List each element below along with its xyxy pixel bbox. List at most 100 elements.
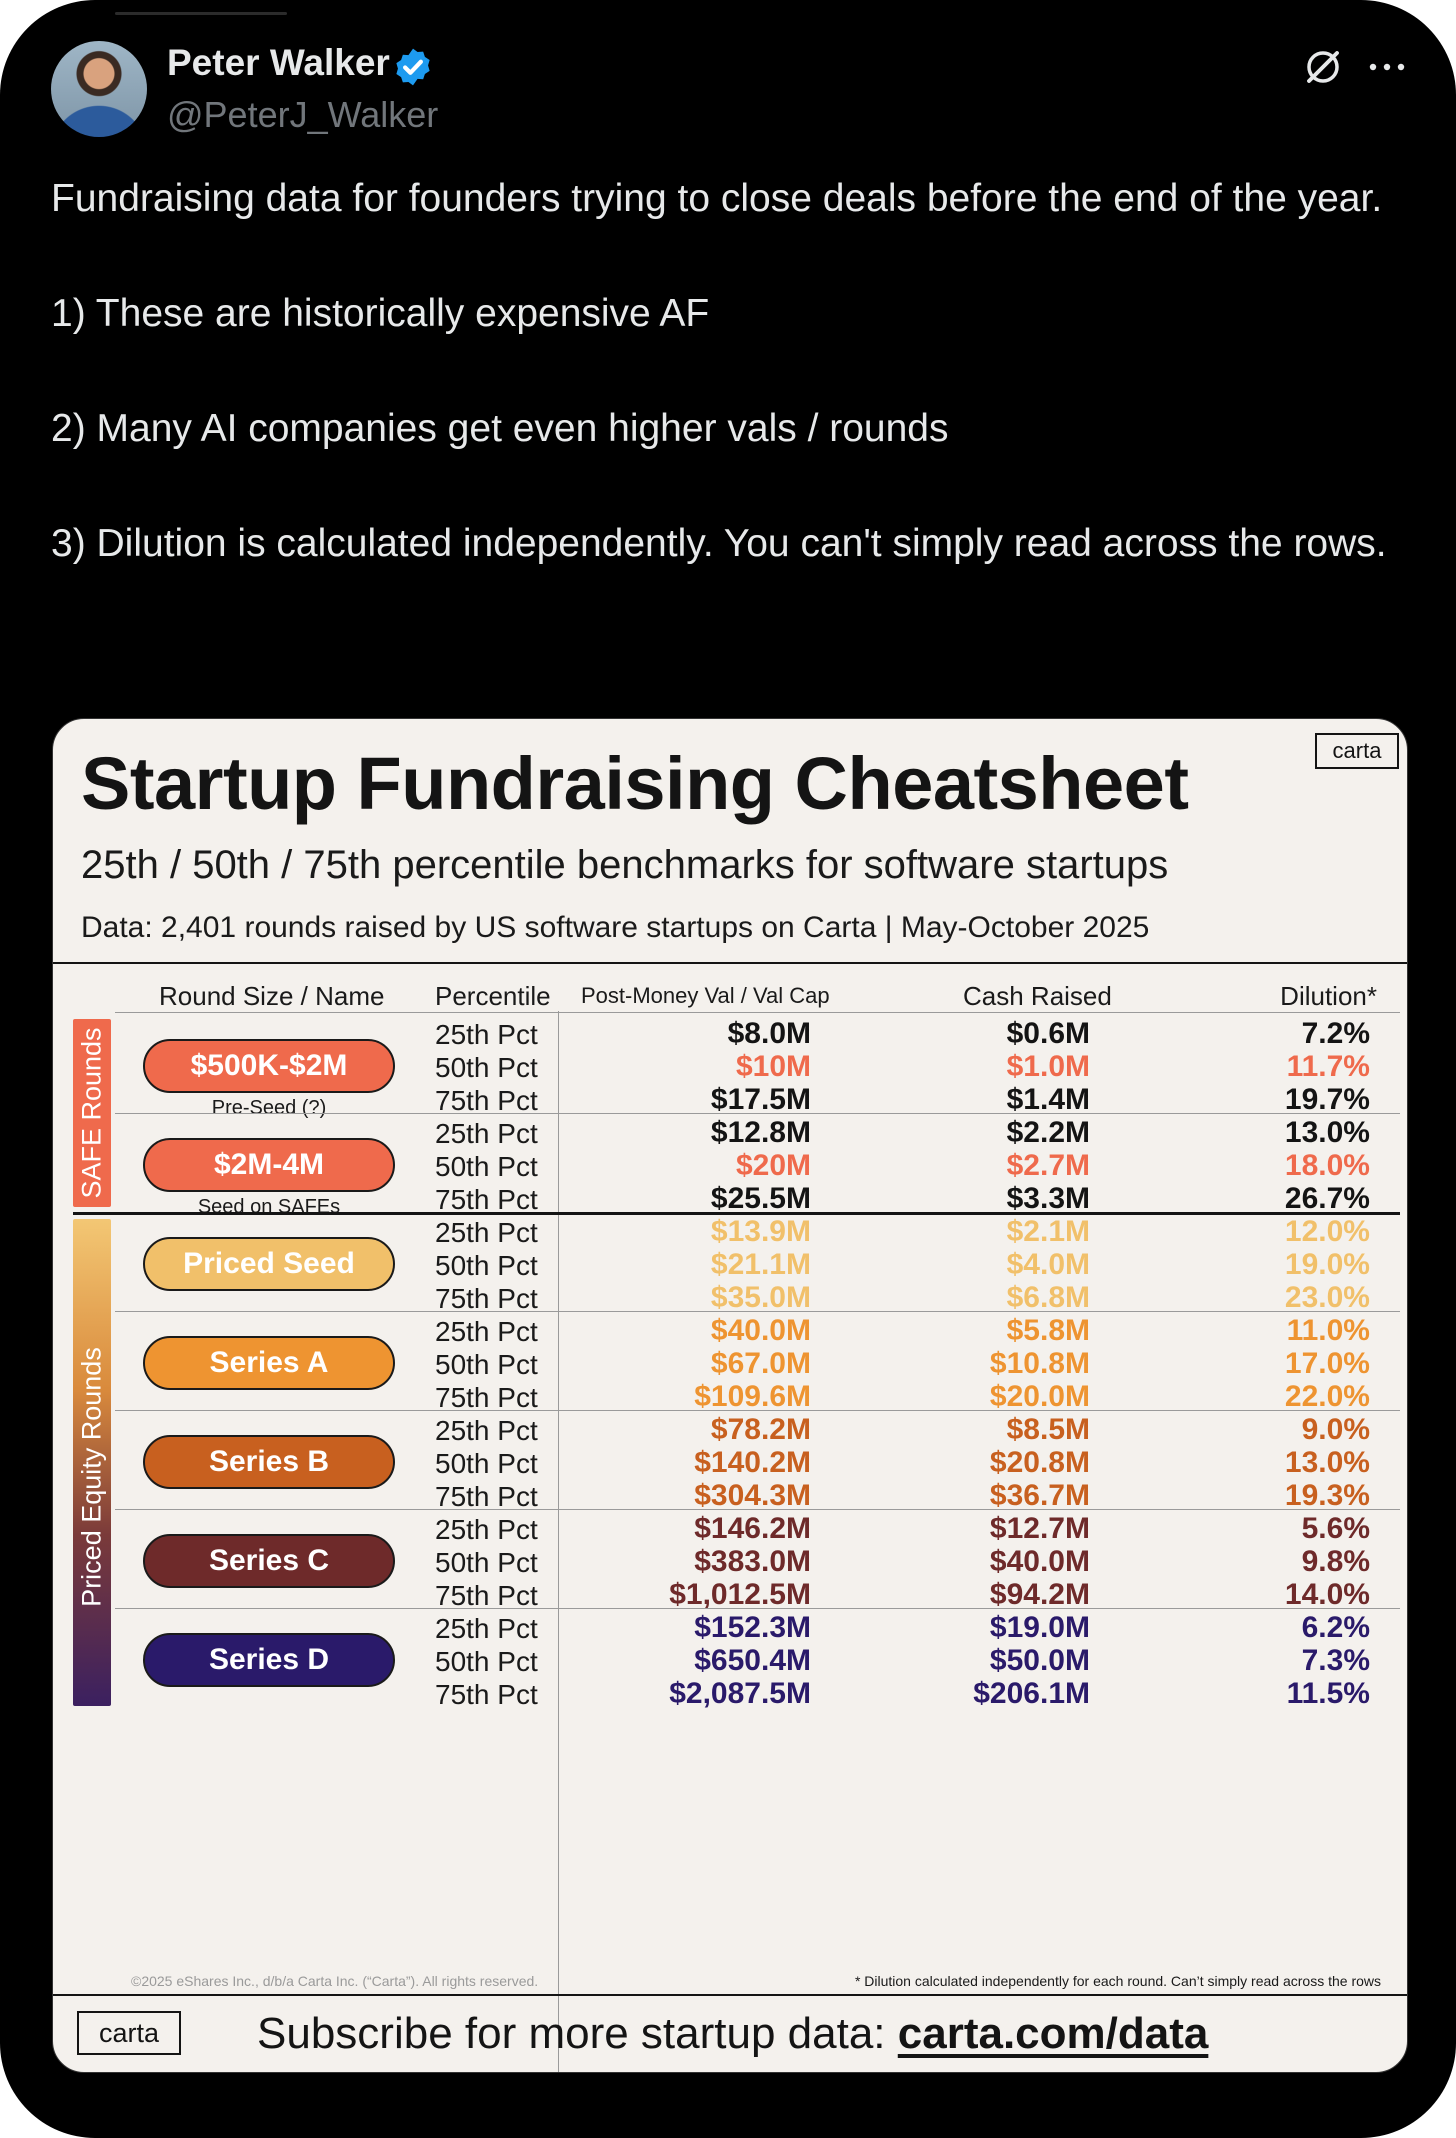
post-money-cell: $25.5M: [710, 1182, 811, 1215]
percentile-cell: 50th Pct: [435, 1448, 538, 1479]
header-divider: [115, 1012, 1400, 1013]
author-name[interactable]: Peter Walker: [167, 42, 390, 83]
dilution-cell: 19.7%: [1284, 1083, 1370, 1116]
cheatsheet-title: Startup Fundraising Cheatsheet: [81, 742, 1189, 825]
post-paragraph: 3) Dilution is calculated independently.…: [51, 522, 1387, 565]
cash-raised-cell: $6.8M: [1006, 1281, 1090, 1314]
cheatsheet-subtitle: 25th / 50th / 75th percentile benchmarks…: [81, 843, 1169, 887]
percentile-cell: 75th Pct: [435, 1283, 538, 1314]
dilution-cell: 18.0%: [1284, 1149, 1370, 1182]
round-pill: Priced Seed: [143, 1237, 395, 1291]
round-subtitle: Pre-Seed (?): [211, 1097, 327, 1119]
dilution-cell: 19.3%: [1284, 1479, 1370, 1512]
round-pill: Series D: [143, 1633, 395, 1687]
cash-raised-cell: $19.0M: [989, 1611, 1090, 1644]
cash-raised-cell: $50.0M: [989, 1644, 1090, 1677]
post-money-cell: $1,012.5M: [669, 1578, 811, 1611]
row-divider: [115, 1311, 1400, 1312]
row-divider: [115, 1509, 1400, 1510]
percentile-cell: 25th Pct: [435, 1316, 538, 1347]
post-money-cell: $13.9M: [710, 1215, 811, 1248]
post-money-cell: $383.0M: [694, 1545, 811, 1578]
post-money-cell: $8.0M: [727, 1017, 811, 1050]
subscribe-line: Subscribe for more startup data: carta.c…: [257, 2009, 1208, 2059]
post-money-cell: $304.3M: [694, 1479, 811, 1512]
row-divider: [115, 1410, 1400, 1411]
priced-equity-label: Priced Equity Rounds: [76, 1346, 107, 1607]
column-header-round: Round Size / Name: [159, 981, 385, 1011]
cash-raised-cell: $0.6M: [1006, 1017, 1090, 1050]
cash-raised-cell: $2.1M: [1006, 1215, 1090, 1248]
post-money-cell: $140.2M: [694, 1446, 811, 1479]
post-money-cell: $78.2M: [710, 1413, 811, 1446]
cheatsheet-image[interactable]: Startup Fundraising Cheatsheet carta 25t…: [52, 718, 1408, 2073]
post-money-cell: $10M: [735, 1050, 811, 1083]
percentile-cell: 75th Pct: [435, 1481, 538, 1512]
dilution-cell: 14.0%: [1284, 1578, 1370, 1611]
cash-raised-cell: $36.7M: [989, 1479, 1090, 1512]
post-money-cell: $35.0M: [710, 1281, 811, 1314]
subscribe-text: Subscribe for more startup data:: [257, 2009, 886, 2058]
dilution-cell: 26.7%: [1284, 1182, 1370, 1215]
post-money-cell: $2,087.5M: [669, 1677, 811, 1710]
dilution-cell: 11.0%: [1286, 1314, 1370, 1347]
post-money-cell: $20M: [735, 1149, 811, 1182]
row-divider: [115, 1113, 1400, 1114]
cash-raised-cell: $1.4M: [1006, 1083, 1090, 1116]
subscribe-link[interactable]: carta.com/data: [897, 2009, 1209, 2058]
post-paragraph: Fundraising data for founders trying to …: [51, 177, 1383, 220]
percentile-cell: 50th Pct: [435, 1547, 538, 1578]
percentile-cell: 50th Pct: [435, 1646, 538, 1677]
column-header-percentile: Percentile: [435, 981, 551, 1011]
more-options-icon[interactable]: [1366, 50, 1408, 84]
cash-raised-cell: $10.8M: [989, 1347, 1090, 1380]
round-pill: $2M-4M: [143, 1138, 395, 1192]
row-divider: [115, 1608, 1400, 1609]
post-money-cell: $67.0M: [710, 1347, 811, 1380]
percentile-cell: 50th Pct: [435, 1250, 538, 1281]
column-header-dilution: Dilution*: [1280, 981, 1377, 1011]
round-pill: Series A: [143, 1336, 395, 1390]
dilution-cell: 12.0%: [1284, 1215, 1370, 1248]
dilution-cell: 9.0%: [1301, 1413, 1370, 1446]
cash-raised-cell: $40.0M: [989, 1545, 1090, 1578]
post-text: Fundraising data for founders trying to …: [51, 170, 1411, 572]
post-paragraph: 1) These are historically expensive AF: [51, 292, 710, 335]
percentile-cell: 25th Pct: [435, 1019, 538, 1050]
dilution-cell: 11.7%: [1286, 1050, 1370, 1083]
grok-icon[interactable]: [1302, 46, 1344, 88]
column-header-post-money: Post-Money Val / Val Cap: [581, 983, 830, 1008]
post-money-cell: $12.8M: [710, 1116, 811, 1149]
dilution-cell: 5.6%: [1301, 1512, 1370, 1545]
post-money-cell: $40.0M: [710, 1314, 811, 1347]
percentile-cell: 25th Pct: [435, 1118, 538, 1149]
percentile-cell: 25th Pct: [435, 1217, 538, 1248]
post-money-cell: $650.4M: [694, 1644, 811, 1677]
percentile-cell: 75th Pct: [435, 1382, 538, 1413]
percentile-cell: 25th Pct: [435, 1514, 538, 1545]
dilution-cell: 7.3%: [1301, 1644, 1370, 1677]
group-divider: [73, 1212, 1400, 1215]
verified-badge-icon: [396, 48, 430, 86]
post-money-cell: $146.2M: [694, 1512, 811, 1545]
cash-raised-cell: $12.7M: [989, 1512, 1090, 1545]
percentile-cell: 50th Pct: [435, 1151, 538, 1182]
cash-raised-cell: $94.2M: [989, 1578, 1090, 1611]
post-paragraph: 2) Many AI companies get even higher val…: [51, 407, 949, 450]
cash-raised-cell: $8.5M: [1006, 1413, 1090, 1446]
percentile-cell: 25th Pct: [435, 1415, 538, 1446]
dilution-cell: 22.0%: [1284, 1380, 1370, 1413]
post-money-cell: $109.6M: [694, 1380, 811, 1413]
cash-raised-cell: $3.3M: [1006, 1182, 1090, 1215]
author-handle[interactable]: @PeterJ_Walker: [167, 94, 439, 135]
dilution-cell: 11.5%: [1286, 1677, 1370, 1710]
column-divider: [558, 1011, 559, 2072]
divider: [53, 962, 1407, 964]
dilution-cell: 6.2%: [1301, 1611, 1370, 1644]
avatar[interactable]: [51, 41, 147, 137]
cash-raised-cell: $5.8M: [1006, 1314, 1090, 1347]
dilution-cell: 17.0%: [1284, 1347, 1370, 1380]
dilution-cell: 7.2%: [1301, 1017, 1370, 1050]
percentile-cell: 75th Pct: [435, 1679, 538, 1710]
safe-rounds-label: SAFE Rounds: [76, 1027, 107, 1199]
